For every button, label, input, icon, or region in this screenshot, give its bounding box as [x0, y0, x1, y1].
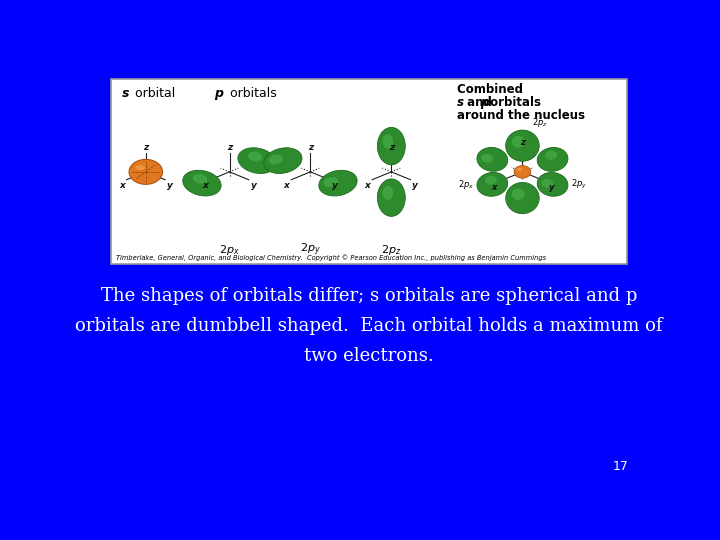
Ellipse shape: [382, 134, 393, 149]
Text: two electrons.: two electrons.: [304, 347, 434, 365]
Text: y: y: [413, 181, 418, 190]
Ellipse shape: [377, 179, 405, 217]
Ellipse shape: [481, 154, 493, 163]
Ellipse shape: [248, 152, 263, 161]
Ellipse shape: [516, 168, 522, 171]
Text: orbitals: orbitals: [486, 96, 541, 109]
Ellipse shape: [485, 176, 497, 185]
Text: orbital: orbital: [131, 87, 175, 100]
Text: p: p: [481, 96, 489, 109]
Text: 17: 17: [613, 460, 629, 473]
Text: and: and: [463, 96, 496, 109]
Text: z: z: [520, 138, 525, 147]
Text: z: z: [227, 143, 232, 152]
Text: y: y: [167, 181, 173, 190]
Ellipse shape: [382, 186, 393, 200]
Ellipse shape: [477, 147, 508, 171]
Ellipse shape: [537, 147, 568, 171]
Text: $2p_x$: $2p_x$: [458, 178, 474, 191]
Text: $2p_x$: $2p_x$: [219, 242, 240, 256]
Ellipse shape: [477, 172, 508, 196]
Ellipse shape: [545, 151, 557, 160]
Ellipse shape: [269, 154, 283, 164]
Text: y: y: [331, 181, 338, 190]
Ellipse shape: [514, 166, 531, 178]
Ellipse shape: [541, 179, 553, 188]
Ellipse shape: [324, 177, 338, 187]
Text: s: s: [122, 87, 130, 100]
Text: y: y: [549, 183, 554, 192]
Ellipse shape: [135, 165, 145, 170]
Ellipse shape: [505, 130, 539, 161]
Ellipse shape: [264, 148, 302, 173]
Text: $2p_z$: $2p_z$: [381, 242, 402, 256]
Ellipse shape: [512, 188, 525, 200]
Ellipse shape: [319, 170, 357, 196]
Text: z: z: [307, 143, 313, 152]
Text: Timberlake, General, Organic, and Biological Chemistry.  Copyright © Pearson Edu: Timberlake, General, Organic, and Biolog…: [116, 254, 546, 261]
Text: p: p: [214, 87, 223, 100]
Text: x: x: [119, 181, 125, 190]
Text: $2p_y$: $2p_y$: [571, 178, 588, 191]
Ellipse shape: [512, 136, 525, 147]
Ellipse shape: [129, 159, 163, 184]
Ellipse shape: [537, 172, 568, 196]
Text: x: x: [202, 181, 208, 190]
Text: z: z: [143, 143, 148, 152]
Text: x: x: [491, 183, 496, 192]
Text: s: s: [457, 96, 464, 109]
Ellipse shape: [193, 174, 207, 184]
Text: x: x: [284, 181, 289, 190]
Ellipse shape: [238, 148, 276, 173]
Ellipse shape: [377, 127, 405, 165]
FancyBboxPatch shape: [111, 79, 627, 265]
Text: around the nucleus: around the nucleus: [457, 109, 585, 122]
Text: z: z: [389, 143, 394, 152]
Text: $2p_z$: $2p_z$: [533, 116, 549, 129]
Text: Combined: Combined: [457, 83, 527, 96]
Text: x: x: [364, 181, 370, 190]
Ellipse shape: [505, 183, 539, 214]
Text: y: y: [251, 181, 256, 190]
Text: The shapes of orbitals differ; s orbitals are spherical and p: The shapes of orbitals differ; s orbital…: [101, 287, 637, 305]
Text: orbitals: orbitals: [222, 87, 276, 100]
Text: orbitals are dumbbell shaped.  Each orbital holds a maximum of: orbitals are dumbbell shaped. Each orbit…: [76, 317, 662, 335]
Ellipse shape: [183, 170, 221, 196]
Text: $2p_y$: $2p_y$: [300, 241, 321, 258]
